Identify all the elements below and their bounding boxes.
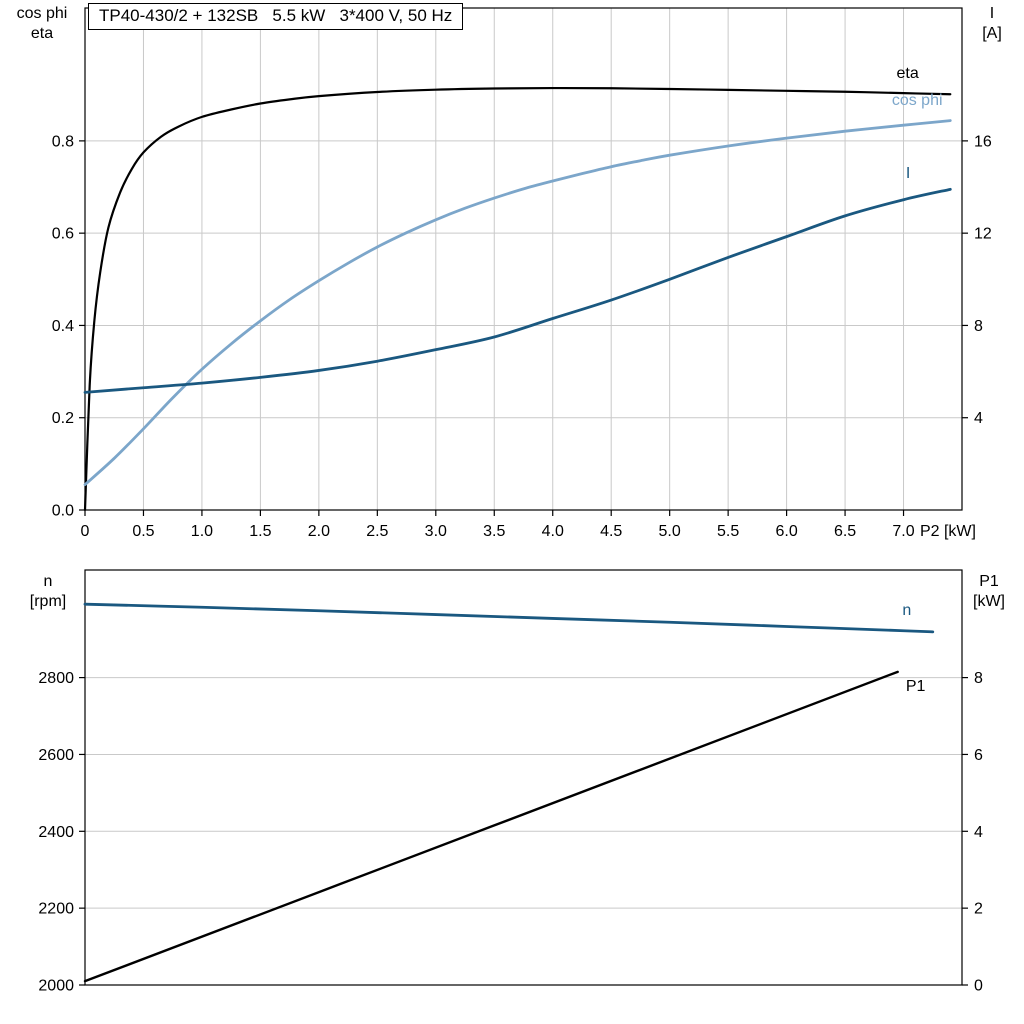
axis-label: 16 [974,133,992,150]
axis-label: 2 [974,901,983,918]
axis-title-eta: eta [30,25,54,42]
axis-label: 0.5 [132,523,154,540]
axis-label: 1.0 [191,523,213,540]
axis-label: 2000 [38,978,74,995]
axis-title-current: I [989,5,995,22]
I-series-label: I [906,165,910,182]
axis-label: 0 [81,523,90,540]
axis-label: 2.5 [366,523,388,540]
axis-label: 0 [974,978,983,995]
P1-series-label: P1 [906,678,926,695]
n-series-label: n [902,602,911,619]
upper-right-axis-title: I [A] [964,4,1020,44]
axis-label: 5.0 [659,523,681,540]
axis-label: 2.0 [308,523,330,540]
axis-label: 7.0 [892,523,914,540]
axis-label: 8 [974,318,983,335]
n-curve [83,602,935,634]
axis-label: 0.4 [52,318,74,335]
axis-label: 0.8 [52,133,74,150]
cos-phi-curve [83,119,952,487]
axis-label: 6 [974,747,983,764]
axis-label: 2800 [38,670,74,687]
axis-label: 5.5 [717,523,739,540]
pump-title-box: TP40-430/2 + 132SB 5.5 kW 3*400 V, 50 Hz [88,3,464,30]
axis-label: 0.2 [52,410,74,427]
lower-left-axis-title: n [rpm] [6,572,90,612]
axis-label: 2200 [38,901,74,918]
plot-frame [84,7,963,511]
axis-label: 0.6 [52,226,74,243]
axis-label: 3.0 [425,523,447,540]
P1-curve [83,670,899,983]
upper-chart-canvas: 0.0 0.2 0.4 0.6 0.8 4 8 12 16 0 0.5 1.0 1.5 2.0 2.5 3.0… [52,7,992,540]
axis-label: 4 [974,410,983,427]
axis-label: 6.5 [834,523,856,540]
upper-left-axis-title: cos phi eta [0,4,84,44]
axis-title-p1: P1 [979,573,999,590]
I-curve [83,187,952,394]
axis-label: 8 [974,670,983,687]
axis-label: 2600 [38,747,74,764]
axis-label: 3.5 [483,523,505,540]
axis-label: 1.5 [249,523,271,540]
axis-title-cos-phi: cos phi [16,5,68,22]
axis-label: 4.5 [600,523,622,540]
cos-phi-series-label: cos phi [892,92,943,109]
eta-series-label: eta [897,65,919,82]
plot-frame [84,569,963,986]
axis-label: 12 [974,226,992,243]
axis-label: 0.0 [52,503,74,520]
lower-chart-canvas: 2000 2200 2400 2600 2800 0 2 4 6 8 n P1 [38,569,983,995]
axis-title-speed-unit: [rpm] [29,593,67,610]
axis-title-speed: n [43,573,53,590]
axis-label: 2400 [38,824,74,841]
axis-label: P2 [kW] [920,523,976,540]
axis-label: 4 [974,824,983,841]
axis-label: 6.0 [775,523,797,540]
lower-right-axis-title: P1 [kW] [958,572,1020,612]
axis-title-p1-unit: [kW] [973,593,1005,610]
axis-title-current-unit: [A] [982,25,1002,42]
axis-label: 4.0 [542,523,564,540]
eta-curve [83,86,952,512]
